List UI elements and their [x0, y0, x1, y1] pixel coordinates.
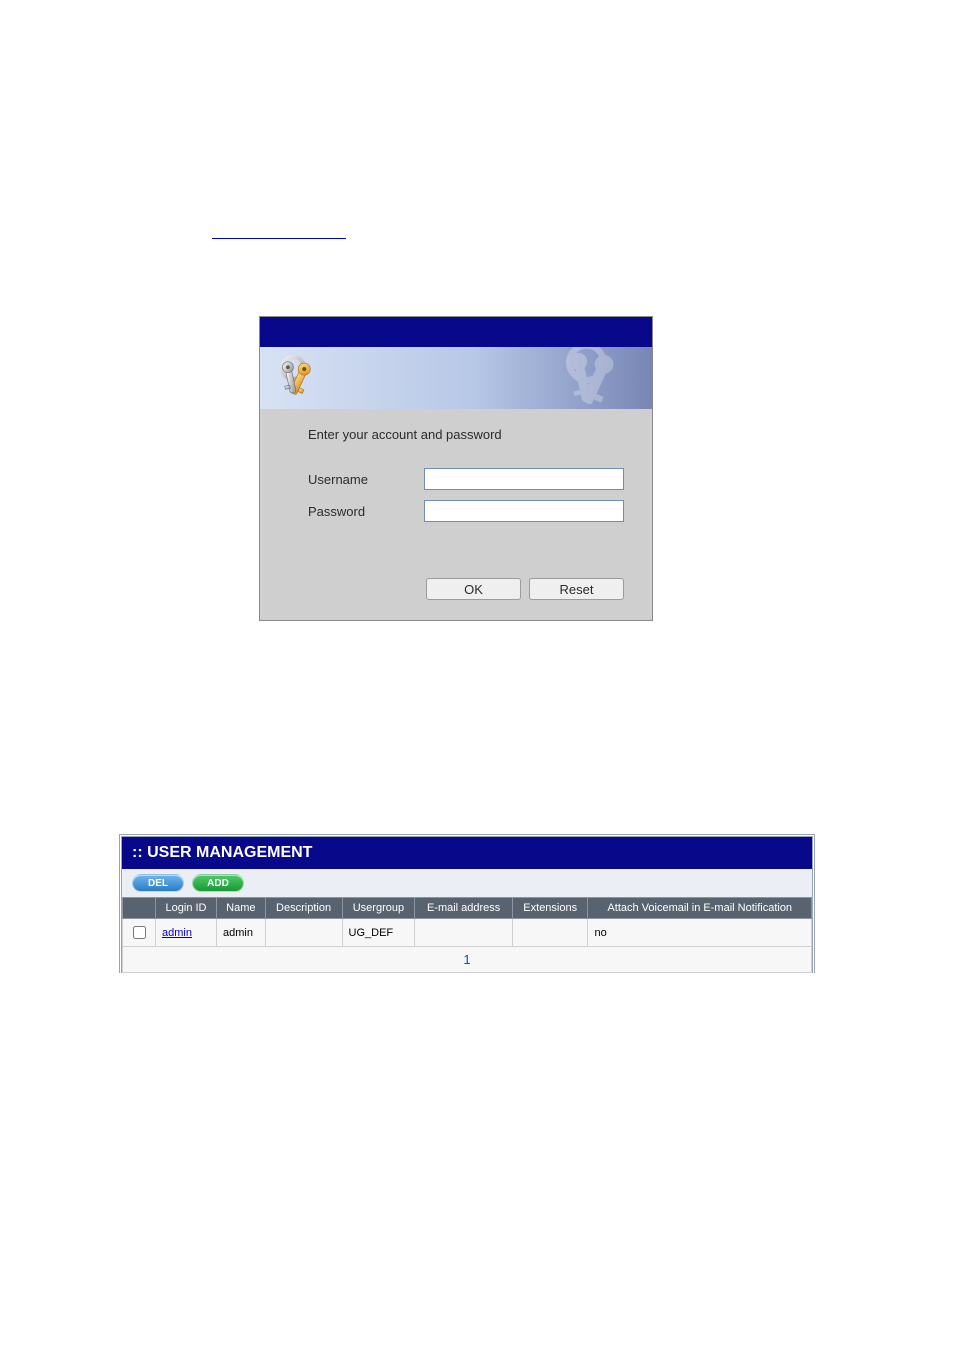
row-checkbox[interactable]: [133, 926, 146, 939]
pager: 1: [122, 947, 812, 973]
cell-login-id: admin: [156, 919, 217, 947]
username-row: Username: [308, 468, 624, 490]
keys-watermark-icon: [550, 347, 648, 409]
pager-page-1[interactable]: 1: [463, 952, 470, 967]
col-extensions: Extensions: [512, 898, 588, 919]
reset-button[interactable]: Reset: [529, 578, 624, 600]
col-description: Description: [265, 898, 342, 919]
row-checkbox-cell: [123, 919, 156, 947]
login-titlebar: [260, 317, 652, 347]
cell-email: [415, 919, 513, 947]
table-row: admin admin UG_DEF no: [123, 919, 812, 947]
login-button-row: OK Reset: [308, 578, 624, 600]
username-input[interactable]: [424, 468, 624, 490]
del-button[interactable]: DEL: [132, 874, 184, 892]
cell-name: admin: [217, 919, 266, 947]
login-prompt: Enter your account and password: [308, 427, 624, 442]
cell-usergroup: UG_DEF: [342, 919, 415, 947]
password-input[interactable]: [424, 500, 624, 522]
user-management-title: :: USER MANAGEMENT: [122, 837, 812, 869]
col-usergroup: Usergroup: [342, 898, 415, 919]
password-row: Password: [308, 500, 624, 522]
login-body: Enter your account and password Username…: [260, 409, 652, 620]
add-button[interactable]: ADD: [192, 874, 244, 892]
col-checkbox: [123, 898, 156, 919]
cell-description: [265, 919, 342, 947]
user-table-body: admin admin UG_DEF no: [123, 919, 812, 947]
col-voicemail-attach: Attach Voicemail in E-mail Notification: [588, 898, 812, 919]
ok-button[interactable]: OK: [426, 578, 521, 600]
login-banner: [260, 347, 652, 409]
cell-voicemail-attach: no: [588, 919, 812, 947]
user-management-panel: :: USER MANAGEMENT DEL ADD Login ID Name…: [119, 834, 815, 973]
keys-icon: [274, 353, 328, 406]
decorative-underline: [212, 238, 346, 239]
password-label: Password: [308, 504, 424, 519]
col-name: Name: [217, 898, 266, 919]
login-dialog: Enter your account and password Username…: [259, 316, 653, 621]
username-label: Username: [308, 472, 424, 487]
login-id-link[interactable]: admin: [162, 927, 192, 939]
user-table: Login ID Name Description Usergroup E-ma…: [122, 897, 812, 947]
col-email: E-mail address: [415, 898, 513, 919]
cell-extensions: [512, 919, 588, 947]
user-management-toolbar: DEL ADD: [122, 869, 812, 897]
col-login-id: Login ID: [156, 898, 217, 919]
